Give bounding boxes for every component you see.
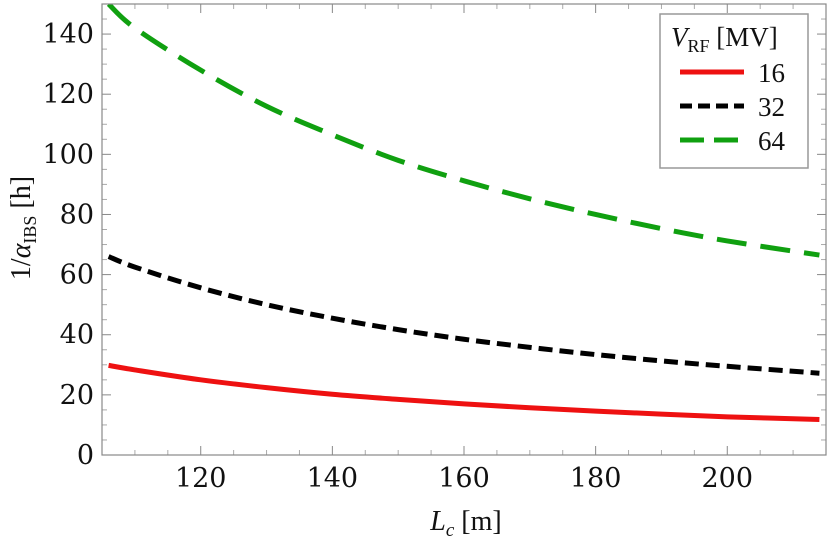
series-layer: [106, 4, 820, 423]
legend: VRF [MV] 16 32 64: [659, 13, 809, 169]
x-tick-label: 200: [701, 463, 753, 494]
x-tick-label: 180: [570, 463, 622, 494]
y-tick-label: 20: [60, 380, 94, 411]
legend-label-16: 16: [758, 58, 785, 88]
y-tick-label: 40: [60, 320, 94, 351]
x-axis-title: Lc [m]: [429, 506, 501, 539]
y-tick-label: 80: [60, 199, 94, 230]
y-tick-label: 60: [60, 260, 94, 291]
series-line-32: [107, 254, 820, 376]
series-line-16: [108, 362, 820, 423]
x-tick-label: 140: [307, 463, 359, 494]
y-tick-label: 0: [77, 440, 94, 471]
x-tick-label: 120: [175, 463, 227, 494]
series-line-64: [106, 4, 820, 258]
legend-entries: 16 32 64: [680, 58, 786, 156]
y-axis-title: 1/αIBS [h]: [6, 176, 40, 280]
y-tick-label: 140: [42, 19, 94, 50]
legend-label-64: 64: [758, 126, 786, 156]
y-tick-label: 100: [42, 139, 94, 170]
tick-labels: 120 140 160 180 200 0 20 40 60 80 100 120 140: [42, 19, 753, 494]
legend-title: VRF [MV]: [671, 22, 778, 56]
legend-label-32: 32: [758, 92, 785, 122]
y-tick-label: 120: [42, 79, 94, 110]
plot-frame: [101, 3, 827, 456]
x-tick-label: 160: [438, 463, 490, 494]
